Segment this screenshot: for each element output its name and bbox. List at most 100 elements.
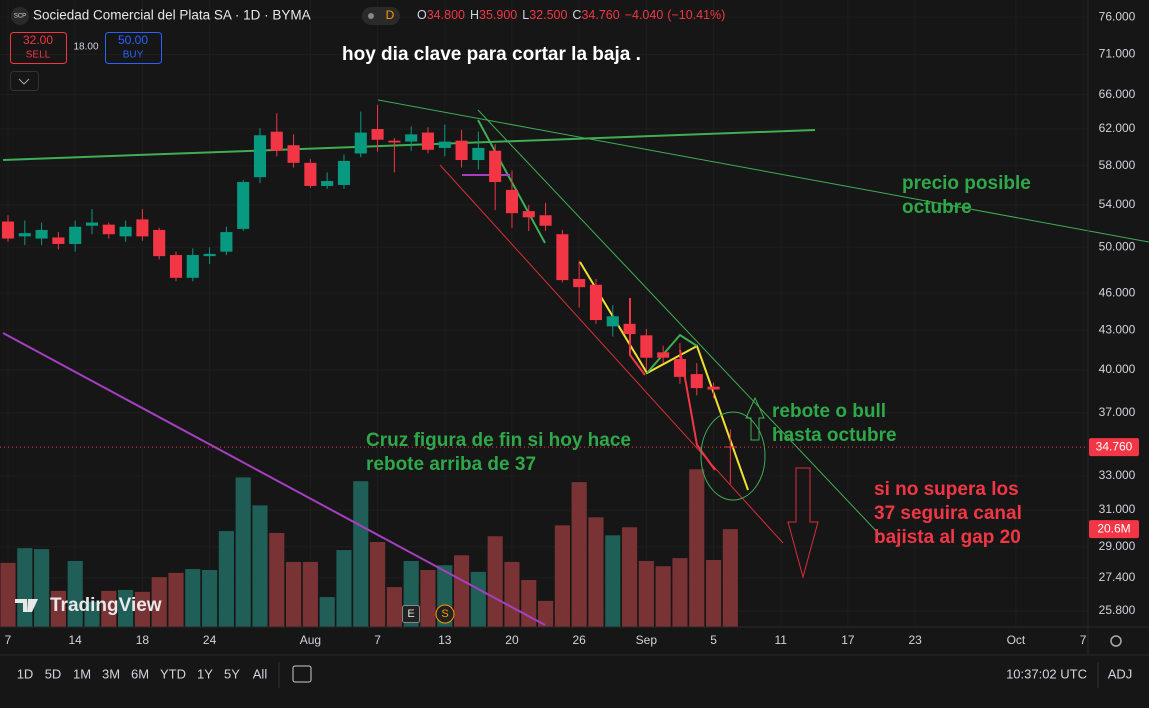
logo: SCP [14, 14, 26, 20]
sell-button[interactable] [10, 32, 67, 64]
volume-bar [67, 560, 83, 627]
candle-body [606, 316, 619, 327]
volume-bar [386, 587, 402, 627]
x-tick-label: 7 [374, 633, 381, 647]
volume-bar [218, 531, 234, 627]
y-tick-label: 71.000 [1099, 47, 1136, 61]
adj[interactable]: ADJ [1108, 666, 1133, 681]
candle-body [253, 135, 267, 178]
y-tick-label: 50.000 [1099, 239, 1136, 253]
x-tick-label: Oct [1007, 633, 1026, 647]
candle-body [69, 226, 82, 244]
volume-bar [50, 590, 66, 627]
candle-body [438, 141, 451, 148]
y-tick-label: 33.000 [1099, 468, 1136, 482]
volume-bar [101, 590, 117, 627]
candle-body [203, 253, 216, 257]
volume-bar [621, 527, 638, 627]
candle-body [472, 147, 485, 161]
volume-bar [470, 571, 486, 627]
buy-button[interactable] [105, 32, 162, 64]
event-split[interactable] [435, 604, 455, 624]
candle-body [388, 140, 401, 143]
candle-body [673, 359, 687, 377]
volume-bar [689, 469, 705, 627]
up-arrow [745, 396, 765, 441]
symbol[interactable]: Sociedad Comercial del Plata SA · 1D · B… [33, 8, 311, 23]
candle-body [52, 237, 65, 244]
ohlc-key: H [470, 8, 479, 22]
range-button[interactable]: 6M [131, 666, 149, 681]
volume-bar [504, 561, 520, 627]
volume-bar [672, 558, 688, 627]
candle-body [102, 224, 115, 235]
range-button[interactable]: 1Y [197, 666, 213, 681]
y-tick-label: 29.000 [1099, 539, 1136, 553]
volume-pane [0, 469, 738, 627]
range-button[interactable]: 5D [45, 666, 62, 681]
y-tick-label: 54.000 [1099, 197, 1136, 211]
candle-body [690, 374, 703, 389]
collapse-button[interactable] [10, 71, 39, 91]
candle-body [287, 145, 300, 163]
volume-bar [370, 541, 386, 627]
volume-bar [605, 535, 621, 627]
x-tick-label: 7 [5, 633, 12, 647]
candle-body [1, 221, 15, 239]
x-tick-label: 14 [69, 633, 83, 647]
x-tick-label: 17 [841, 633, 855, 647]
volume-bar [302, 561, 318, 627]
settings-icon[interactable] [1110, 635, 1122, 647]
watermark: TradingView [50, 595, 162, 616]
last-volume-box [1089, 520, 1139, 539]
annotation: hasta octubre [772, 425, 897, 446]
candle-body [169, 255, 183, 278]
y-tick-label: 76.000 [1099, 9, 1136, 23]
buy-text: BUY [123, 50, 144, 61]
volume-bar [705, 560, 722, 627]
range-button[interactable]: YTD [160, 666, 186, 681]
badge-dot [368, 13, 374, 19]
y-tick-label: 66.000 [1099, 87, 1136, 101]
event-label: S [441, 608, 448, 620]
range-button[interactable]: 5Y [224, 666, 240, 681]
volume-bar [336, 550, 352, 627]
y-tick-label: 62.000 [1099, 121, 1136, 135]
volume-bar [151, 577, 167, 627]
badge-bg [362, 7, 400, 25]
trend-line [377, 99, 1149, 243]
range-button[interactable]: All [253, 666, 268, 681]
event-label: E [407, 608, 414, 620]
candle-body [321, 181, 334, 186]
volume-bar [34, 549, 50, 627]
drawings [2, 99, 1149, 626]
candle-body [136, 219, 149, 237]
badge: D [386, 8, 395, 22]
ohlc-key: L [522, 8, 529, 22]
annotation: Cruz figura de fin si hoy hace [366, 430, 631, 451]
volume-bar [454, 555, 470, 627]
range-button[interactable]: 1M [73, 666, 91, 681]
candle-body [337, 160, 351, 185]
candle-body [186, 255, 199, 278]
candle-body [522, 211, 535, 218]
pattern [679, 349, 716, 471]
candle-body [18, 233, 31, 237]
candle-body [153, 229, 166, 257]
range-button[interactable]: 3M [102, 666, 120, 681]
candle-body [573, 278, 586, 288]
candle-body [405, 134, 418, 142]
last-price-box [1089, 438, 1139, 457]
y-tick-label: 31.000 [1099, 502, 1136, 516]
y-tick-label: 46.000 [1099, 285, 1136, 299]
annotation: rebote arriba de 37 [366, 454, 536, 475]
volume-bar [84, 601, 100, 627]
x-tick-label: 11 [775, 633, 788, 647]
range-button[interactable]: 1D [17, 666, 34, 681]
trend-line [477, 109, 881, 536]
annotation: rebote o bull [772, 401, 886, 422]
volume-bar [487, 536, 503, 627]
annotation: bajista al gap 20 [874, 527, 1021, 548]
date-range-icon[interactable] [292, 665, 312, 683]
event-earnings[interactable] [402, 605, 420, 623]
